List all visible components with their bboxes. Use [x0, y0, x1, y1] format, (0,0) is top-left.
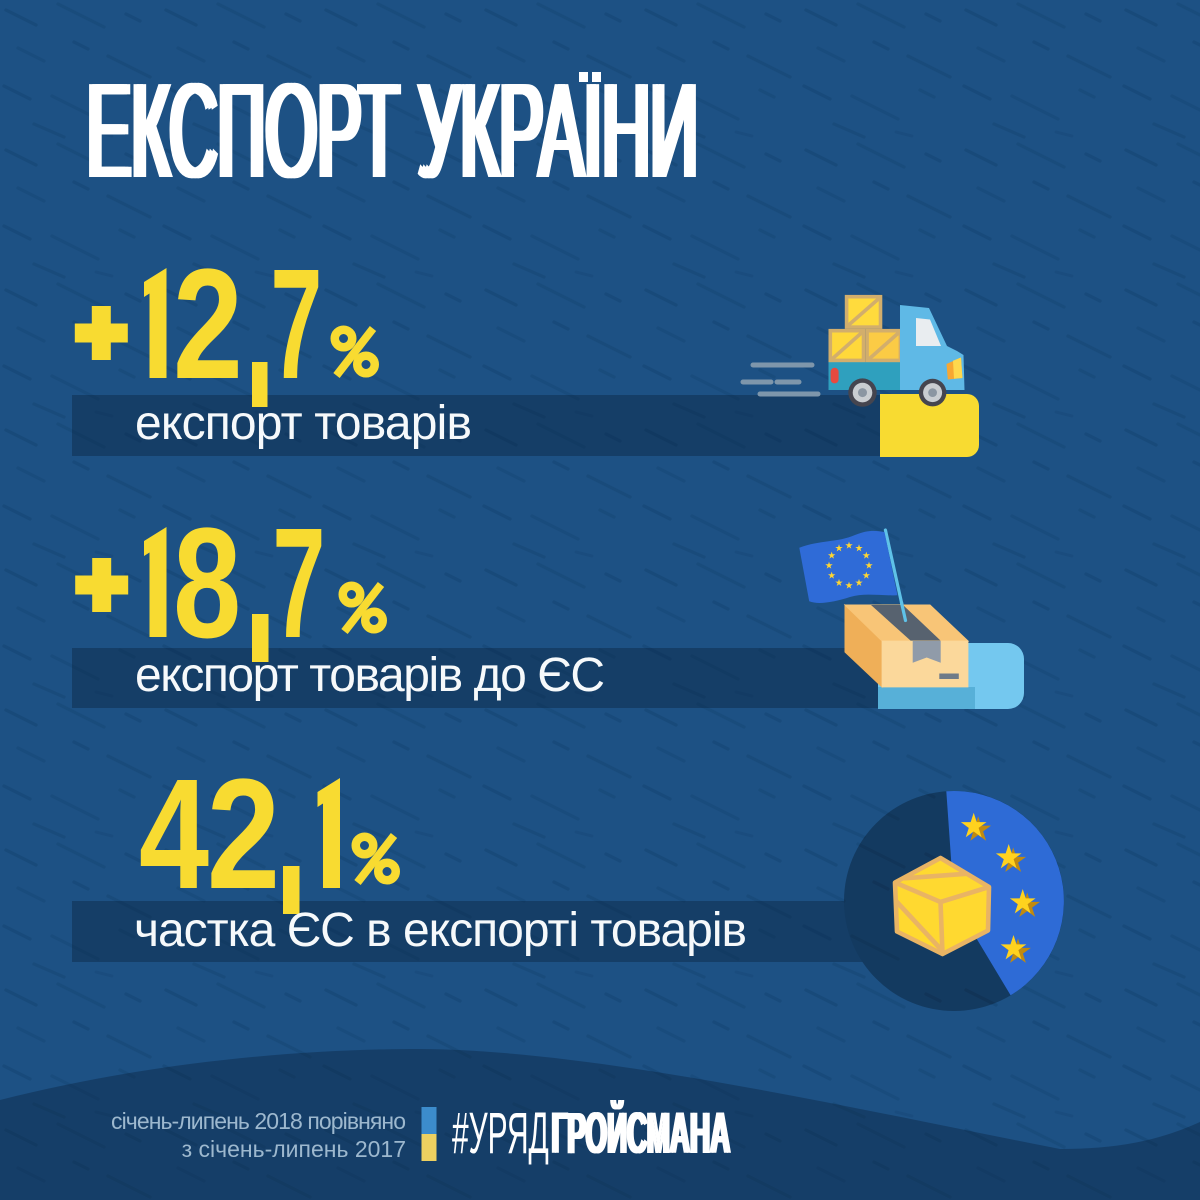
- svg-text:експорт товарів до ЄС: експорт товарів до ЄС: [135, 649, 605, 702]
- svg-text:частка ЄС в експорті товарів: частка ЄС в експорті товарів: [134, 904, 747, 957]
- svg-text:ГРОЙСМАНА: ГРОЙСМАНА: [553, 1099, 732, 1165]
- svg-text:2: 2: [207, 746, 280, 921]
- svg-text:січень-липень 2018 порівняно: січень-липень 2018 порівняно: [111, 1108, 406, 1134]
- svg-text:2: 2: [173, 237, 243, 413]
- svg-text:експорт товарів: експорт товарів: [135, 397, 472, 450]
- svg-text:4: 4: [139, 747, 209, 922]
- svg-text:7: 7: [272, 494, 325, 670]
- svg-text:7: 7: [270, 237, 322, 412]
- svg-text:з січень-липень 2017: з січень-липень 2017: [182, 1136, 406, 1162]
- svg-text:ГРОЙСМАНА: ГРОЙСМАНА: [550, 1099, 729, 1165]
- svg-text:#УРЯД: #УРЯД: [452, 1100, 549, 1165]
- svg-text:8: 8: [173, 495, 241, 670]
- svg-text:ЕКСПОРТ УКРАІНИ: ЕКСПОРТ УКРАІНИ: [90, 55, 701, 206]
